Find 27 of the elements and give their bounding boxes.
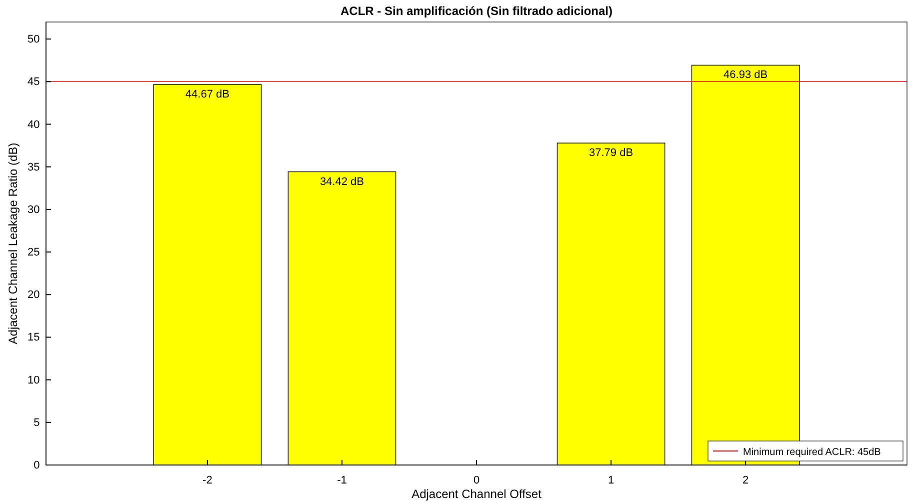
data-label: 46.93 dB <box>724 69 768 82</box>
data-label: 34.42 dB <box>320 176 364 188</box>
y-tick-label: 20 <box>27 289 40 302</box>
data-label: 44.67 dB <box>185 88 230 100</box>
data-label: 37.79 dB <box>589 147 634 160</box>
bar <box>556 142 666 466</box>
x-axis-title: Adjacent Channel Offset <box>412 487 542 501</box>
chart-title: ACLR - Sin amplificación (Sin filtrado adicional) <box>340 4 613 18</box>
x-tick-label: 0 <box>473 474 480 486</box>
y-tick-label: 35 <box>27 161 40 174</box>
y-tick-label: 5 <box>34 416 40 429</box>
bar <box>153 84 262 466</box>
x-tick-label: -2 <box>202 474 212 486</box>
y-tick-label: 15 <box>27 332 40 344</box>
y-tick-label: 40 <box>27 118 40 131</box>
y-tick-label: 0 <box>34 460 40 472</box>
y-tick-label: 50 <box>27 34 40 46</box>
y-tick-label: 30 <box>27 204 40 216</box>
x-tick-label: 2 <box>742 474 749 486</box>
x-tick-label: 1 <box>608 474 614 486</box>
y-tick-label: 10 <box>27 374 40 386</box>
y-axis-title: Adjacent Channel Leakage Ratio (dB) <box>6 142 20 344</box>
y-tick-label: 45 <box>27 76 40 88</box>
legend-label: Minimum required ACLR: 45dB <box>743 447 882 458</box>
x-tick-label: -1 <box>337 474 347 486</box>
y-tick-label: 25 <box>27 246 40 259</box>
bar <box>288 171 396 466</box>
